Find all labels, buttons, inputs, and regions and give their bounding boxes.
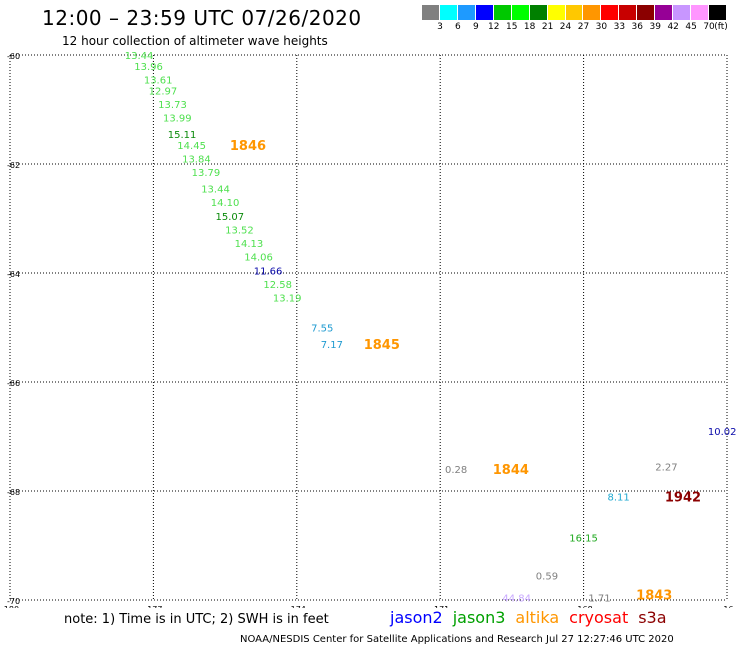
wave-height-value: 10.02 xyxy=(708,427,737,438)
longitude-label: -177 xyxy=(144,605,162,608)
legend-label: 6 xyxy=(455,22,461,32)
wave-height-value: 12.58 xyxy=(263,280,292,291)
graticule xyxy=(9,54,728,601)
legend-label: 45 xyxy=(685,22,697,32)
wave-height-value: 14.10 xyxy=(211,198,240,209)
pass-time-label: 1843 xyxy=(636,589,672,604)
legend-swatch xyxy=(637,5,656,20)
color-legend-swatches xyxy=(422,5,727,20)
legend-swatch xyxy=(655,5,674,20)
wave-height-value: 13.96 xyxy=(134,62,163,73)
legend-swatch xyxy=(493,5,512,20)
satellite-legend-item: cryosat xyxy=(569,608,629,627)
pass-time-label: 1846 xyxy=(230,139,266,154)
legend-swatch xyxy=(565,5,584,20)
legend-swatch xyxy=(475,5,494,20)
legend-swatch xyxy=(422,5,440,20)
wave-height-value: 44.84 xyxy=(502,593,531,604)
latitude-label: -60 xyxy=(7,52,20,61)
legend-label: 15 xyxy=(505,22,518,32)
latitude-label: -62 xyxy=(7,161,20,170)
color-legend: 3 6 9 12 15 18 21 24 27 30 33 36 39 42 45 70 (ft) xyxy=(422,5,728,35)
legend-swatch xyxy=(619,5,638,20)
pass-time-label: 1942 xyxy=(665,490,701,505)
pass-time-label: 1845 xyxy=(364,338,400,353)
legend-swatch xyxy=(457,5,476,20)
wave-height-values: 13.4413.9613.6112.9713.7313.9915.1114.45… xyxy=(125,51,737,604)
legend-swatch xyxy=(601,5,620,20)
wave-height-map: -60 -62 -64 -66 -68 -70-180 -177 -174 -171 -168 -1… xyxy=(1,51,737,608)
latitude-label: -66 xyxy=(7,379,20,388)
wave-height-value: 13.79 xyxy=(192,168,221,179)
legend-label: 3 xyxy=(437,22,443,32)
legend-label: 9 xyxy=(472,22,479,32)
wave-height-value: 14.06 xyxy=(244,253,273,264)
wave-height-value: 0.28 xyxy=(445,465,467,476)
longitude-label: -174 xyxy=(288,605,306,608)
wave-height-value: 13.44 xyxy=(201,185,230,196)
satellite-legend: jason2 jason3 altika cryosat s3a xyxy=(390,608,677,627)
satellite-legend-item: altika xyxy=(515,608,560,627)
satellite-legend-item: jason2 xyxy=(390,608,443,627)
pass-time-labels: 184618451844194218431 xyxy=(230,139,701,604)
wave-height-value: 8.11 xyxy=(608,492,630,503)
wave-height-value: 15.07 xyxy=(216,212,245,223)
footer-credit: NOAA/NESDIS Center for Satellite Applica… xyxy=(240,634,674,645)
wave-height-value: 16.15 xyxy=(569,533,598,544)
legend-swatch xyxy=(691,5,709,20)
wave-height-value: 0.59 xyxy=(536,571,558,582)
wave-height-value: 15.11 xyxy=(168,130,197,141)
wave-height-value: 13.52 xyxy=(225,225,254,236)
legend-label: 70 xyxy=(703,22,715,32)
wave-height-value: 11.66 xyxy=(254,266,283,277)
legend-swatch xyxy=(529,5,548,20)
map-title: 12:00 – 23:59 UTC 07/26/2020 xyxy=(42,6,362,30)
wave-height-value: 7.17 xyxy=(321,340,343,351)
wave-height-value: 13.84 xyxy=(182,155,211,166)
wave-height-value: 13.44 xyxy=(125,51,154,62)
longitude-label: -168 xyxy=(575,605,593,608)
longitude-label: -171 xyxy=(431,605,449,608)
wave-height-value: 12.97 xyxy=(149,86,178,97)
wave-height-value: 14.45 xyxy=(177,141,206,152)
legend-swatch xyxy=(439,5,458,20)
legend-label: 21 xyxy=(541,22,554,32)
legend-label: 33 xyxy=(613,22,626,32)
wave-height-value: 1.71 xyxy=(588,593,610,604)
latitude-label: -64 xyxy=(7,270,20,279)
wave-height-value: 13.61 xyxy=(144,76,173,87)
legend-label: 36 xyxy=(631,22,644,32)
legend-swatch xyxy=(673,5,692,20)
legend-swatch xyxy=(511,5,530,20)
footer-note: note: 1) Time is in UTC; 2) SWH is in fe… xyxy=(64,612,329,627)
map-subtitle: 12 hour collection of altimeter wave hei… xyxy=(62,34,328,48)
legend-label: 24 xyxy=(559,22,572,32)
wave-height-value: 13.73 xyxy=(158,100,187,111)
wave-height-value: 7.55 xyxy=(311,324,333,335)
legend-label: 18 xyxy=(523,22,536,32)
wave-height-value: 13.19 xyxy=(273,294,302,305)
legend-label: 39 xyxy=(649,22,661,32)
latitude-label: -70 xyxy=(7,597,20,606)
latitude-label: -68 xyxy=(7,488,20,497)
legend-unit: (ft) xyxy=(714,22,728,32)
legend-swatch xyxy=(709,5,727,20)
legend-label: 42 xyxy=(667,22,679,32)
longitude-label: -180 xyxy=(1,605,19,608)
wave-height-value: 2.27 xyxy=(655,462,677,473)
legend-swatch xyxy=(547,5,566,20)
legend-label: 27 xyxy=(577,22,590,32)
wave-height-value: 14.13 xyxy=(235,239,264,250)
color-legend-labels: 3 6 9 12 15 18 21 24 27 30 33 36 39 42 45 70 (ft) xyxy=(422,22,728,34)
wave-height-value: 13.99 xyxy=(163,114,192,125)
satellite-legend-item: s3a xyxy=(638,608,667,627)
legend-label: 12 xyxy=(488,22,500,32)
legend-label: 30 xyxy=(595,22,608,32)
longitude-label: -16 xyxy=(720,605,733,608)
axis-labels: -60 -62 -64 -66 -68 -70-180 -177 -174 -171 -168 -1… xyxy=(1,52,734,608)
satellite-legend-item: jason3 xyxy=(452,608,506,627)
legend-swatch xyxy=(583,5,602,20)
pass-time-label: 1844 xyxy=(493,463,529,478)
